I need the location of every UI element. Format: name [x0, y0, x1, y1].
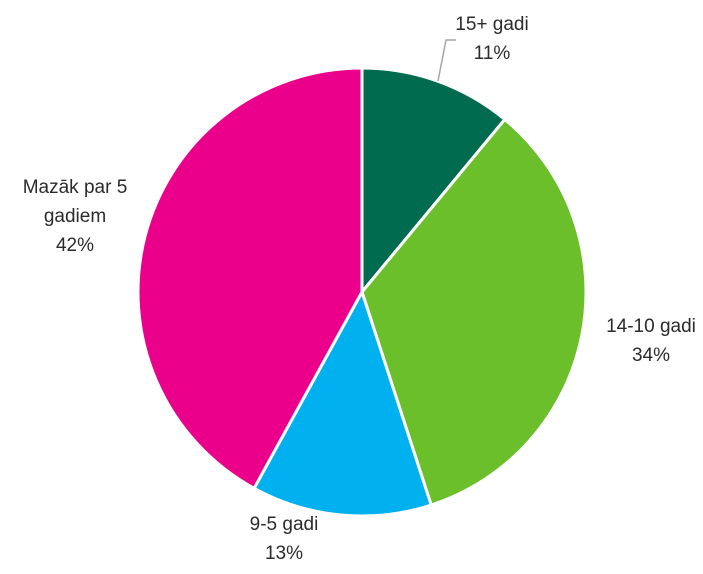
pie-slices — [136, 66, 588, 518]
slice-label-1-line-0: 14-10 gadi — [606, 316, 696, 337]
slice-label-3-line-0: Mazāk par 5 — [23, 177, 128, 198]
slice-value-label-3: 42% — [56, 235, 94, 256]
pie-slice-3 — [136, 66, 364, 490]
slice-value-label-1: 34% — [632, 345, 670, 366]
pie-slice-2 — [252, 290, 433, 518]
slice-value-label-2: 13% — [265, 543, 303, 564]
leader-line-0 — [437, 39, 456, 82]
slice-label-3-line-1: gadiem — [44, 206, 106, 227]
slice-label-2-line-0: 9-5 gadi — [250, 514, 319, 535]
slice-value-label-0: 11% — [474, 43, 511, 64]
pie-slice-1 — [360, 117, 588, 507]
slice-label-0-line-0: 15+ gadi — [455, 14, 528, 35]
pie-slice-0 — [360, 66, 507, 294]
slice-labels: 15+ gadi 11% 14-10 gadi 34% 9-5 gadi 13% Mazāk… — [23, 14, 696, 564]
leader-lines — [437, 39, 456, 82]
